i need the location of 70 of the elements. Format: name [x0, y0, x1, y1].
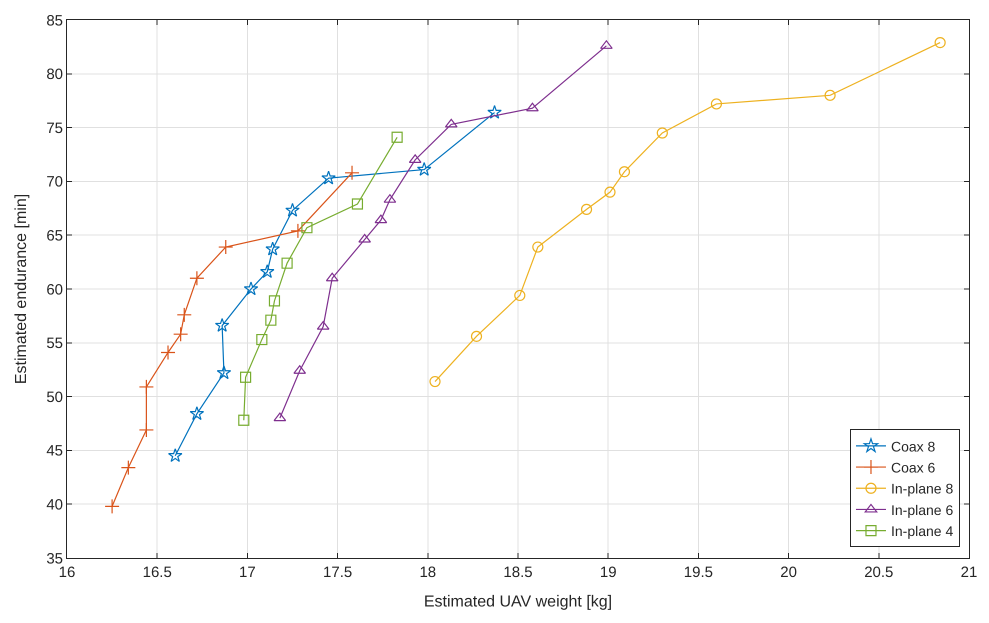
y-tick-label: 50	[46, 388, 63, 406]
point	[290, 223, 306, 238]
point	[352, 198, 364, 210]
point	[216, 365, 232, 380]
point	[238, 414, 250, 426]
point	[218, 239, 234, 255]
x-tick-label: 18.5	[503, 564, 533, 581]
point	[268, 295, 280, 306]
point	[656, 127, 668, 139]
y-axis-title: Estimated endurance [min]	[13, 194, 30, 384]
x-tick-label: 20.5	[864, 564, 894, 581]
point	[265, 242, 280, 256]
point	[358, 234, 372, 243]
point	[120, 460, 136, 476]
point	[429, 376, 441, 388]
point	[580, 204, 592, 215]
y-tick-label: 60	[46, 281, 63, 298]
point	[618, 166, 630, 178]
x-tick-label: 20	[780, 564, 797, 581]
point	[710, 98, 722, 110]
point	[240, 372, 252, 383]
point	[281, 258, 293, 269]
point	[176, 307, 192, 322]
y-tick-label: 85	[46, 12, 63, 30]
x-tick-label: 19	[600, 564, 617, 581]
x-tick-label: 19.5	[684, 564, 713, 581]
point	[173, 326, 188, 342]
x-tick-label: 18	[419, 564, 436, 581]
point	[104, 498, 120, 514]
point	[416, 162, 432, 176]
point	[487, 104, 502, 119]
point	[138, 422, 154, 438]
point	[244, 281, 258, 296]
point	[514, 290, 526, 302]
point	[934, 37, 946, 48]
x-axis-title: Estimated UAV weight [kg]	[424, 594, 612, 611]
point	[189, 270, 204, 286]
x-tick-label: 21	[960, 564, 978, 581]
point	[604, 186, 616, 198]
legend-label: In-plane 8	[890, 480, 954, 497]
y-tick-label: 80	[46, 66, 63, 84]
point	[392, 132, 403, 143]
x-tick-label: 17.5	[323, 564, 352, 581]
point	[285, 202, 300, 217]
point	[160, 344, 176, 360]
point	[138, 379, 154, 395]
point	[256, 334, 268, 346]
y-tick-label: 70	[46, 174, 63, 191]
point	[214, 318, 230, 332]
point	[532, 241, 544, 253]
point	[301, 222, 313, 234]
y-tick-label: 40	[46, 496, 63, 514]
y-tick-label: 55	[46, 335, 63, 352]
point	[260, 264, 274, 278]
y-tick-label: 75	[46, 120, 63, 137]
x-tick-label: 17	[239, 564, 256, 581]
point	[190, 406, 204, 420]
point	[824, 90, 836, 101]
point	[168, 448, 182, 462]
y-tick-label: 45	[46, 442, 63, 460]
point	[470, 330, 482, 342]
legend-label: Coax 8	[890, 438, 936, 454]
legend-label: In-plane 6	[890, 502, 954, 518]
point	[344, 165, 360, 180]
legend-label: Coax 6	[890, 460, 936, 476]
point	[321, 170, 336, 184]
point	[265, 314, 276, 326]
y-tick-label: 65	[46, 227, 63, 244]
legend-label: In-plane 4	[890, 523, 954, 540]
x-tick-label: 16.5	[142, 564, 172, 581]
